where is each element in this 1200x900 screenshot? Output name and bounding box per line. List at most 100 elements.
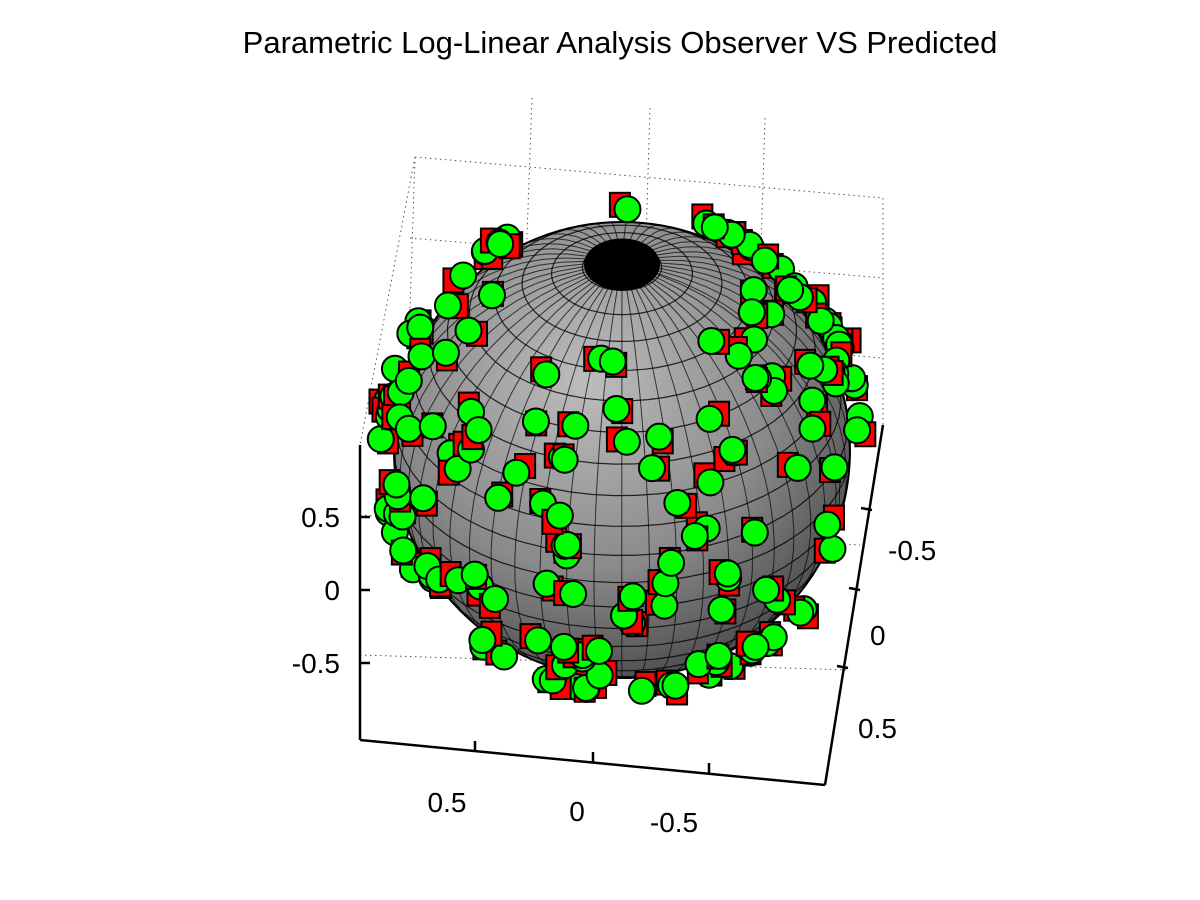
observed-marker [737,298,766,327]
observed-marker [798,414,827,443]
observed-marker [407,342,436,371]
x-tick-label: -0.5 [650,807,698,838]
observed-marker [484,483,513,512]
observed-marker [524,626,553,655]
observed-marker [796,351,825,380]
y-axis-line [823,424,885,786]
sphere-meridian-line [637,267,841,556]
observed-marker [449,261,478,290]
observed-marker [724,341,753,370]
sphere-meridian-line [632,271,775,653]
observed-marker [813,510,842,539]
axes [358,424,885,787]
sphere-latitude-line [493,221,751,372]
observed-marker [741,632,770,661]
observed-marker [433,291,462,320]
observed-marker [613,195,642,224]
observed-marker [545,501,574,530]
observed-marker [409,484,438,513]
sphere-meridian-line [623,274,651,678]
observed-marker [700,213,729,242]
sphere-meridian-line [637,265,851,471]
y-axis-tick [848,586,861,592]
y-axis-tick [836,664,849,670]
observed-marker [713,559,742,588]
observed-marker [549,632,578,661]
observed-marker [553,531,582,560]
observed-marker [783,453,812,482]
observed-marker [460,560,489,589]
observed-marker [818,534,847,563]
observed-marker [550,445,579,474]
sphere-meridian-line [464,253,609,286]
sphere-latitude-line [550,232,694,316]
observed-marker [696,468,725,497]
data-points [366,191,877,706]
x-tick-label: 0.5 [428,787,467,818]
observed-marker [843,416,872,445]
observed-marker [740,518,769,547]
observed-marker [394,414,423,443]
observed-marker [481,585,510,614]
observed-marker [490,642,519,671]
observed-marker [750,246,779,275]
observed-marker [598,347,627,376]
z-tick-label: -0.5 [292,648,340,679]
observed-marker [661,671,690,700]
observed-marker [418,412,447,441]
observed-marker [502,458,531,487]
sphere-meridian-line [634,269,812,616]
observed-marker [464,416,493,445]
grid-line [414,156,884,199]
observed-marker [741,364,770,393]
observed-marker [718,435,747,464]
observed-marker [663,488,692,517]
observed-marker [820,453,849,482]
y-tick-label: 0 [870,620,886,651]
observed-marker [468,626,497,655]
y-tick-label: 0.5 [858,713,897,744]
observed-marker [561,411,590,440]
tick-labels: 0.5 0 -0.5 0.5 0 -0.5 -0.5 0 0.5 [292,502,937,838]
sphere-meridian-line [630,272,754,660]
observed-marker [627,676,656,705]
observed-marker [389,536,418,565]
observed-marker [602,394,631,423]
observed-marker [618,582,647,611]
observed-marker [454,316,483,345]
observed-marker [637,454,666,483]
observed-marker [704,641,733,670]
observed-marker [695,404,724,433]
chart-title: Parametric Log-Linear Analysis Observer … [243,25,998,60]
grid-line [404,156,416,461]
observed-marker [752,575,781,604]
sphere-pole [584,238,660,291]
observed-marker [394,366,423,395]
observed-marker [382,470,411,499]
grid-line [409,237,884,279]
sphere-meridian-line [625,273,678,676]
observed-marker [657,548,686,577]
z-tick-label: 0 [324,575,340,606]
observed-marker [680,522,709,551]
y-tick-label: -0.5 [888,535,936,566]
observed-marker [406,313,435,342]
x-axis-line [359,738,826,787]
observed-marker [532,360,561,389]
observed-marker [707,595,736,624]
z-tick-label: 0.5 [301,502,340,533]
observed-marker [477,281,506,310]
observed-marker [486,229,515,258]
observed-marker [645,422,674,451]
observed-marker [697,326,726,355]
observed-marker [612,427,641,456]
observed-marker [559,579,588,608]
x-tick-label: 0 [569,796,585,827]
observed-marker [806,306,835,335]
observed-marker [584,636,613,665]
sphere-meridian-line [629,272,730,666]
sphere-latitude-line [521,224,723,343]
observed-marker [431,338,460,367]
observed-marker [798,386,827,415]
